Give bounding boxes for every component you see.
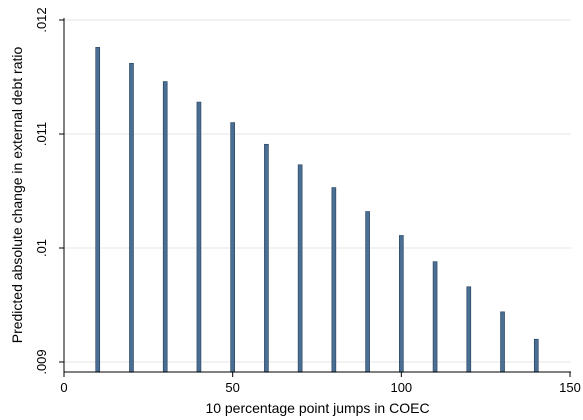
bar-140 — [533, 338, 539, 373]
y-ticks: .009 .01 .011 .012 — [34, 7, 64, 375]
bar-130 — [500, 311, 505, 373]
bar-10 — [95, 47, 101, 373]
bar-30 — [162, 81, 168, 373]
bar-70 — [297, 164, 303, 373]
y-tick-label-2: .011 — [34, 122, 49, 146]
bar-60 — [264, 143, 269, 373]
x-tick-label-0: 0 — [60, 380, 67, 395]
x-tick-label-1: 50 — [225, 380, 239, 395]
x-ticks: 0 50 100 150 — [60, 372, 581, 395]
x-tick-label-2: 100 — [390, 380, 412, 395]
bar-80 — [331, 187, 337, 373]
bars — [95, 47, 539, 373]
bar-90 — [365, 211, 370, 373]
y-axis-title: Predicted absolute change in external de… — [9, 47, 25, 344]
grid-lines — [64, 19, 571, 363]
bar-110 — [432, 261, 438, 373]
axes — [63, 18, 571, 373]
y-tick-label-0: .009 — [34, 349, 49, 374]
bar-40 — [196, 101, 202, 373]
bar-100 — [399, 235, 404, 373]
bar-20 — [129, 63, 134, 373]
x-tick-label-3: 150 — [559, 380, 581, 395]
y-tick-label-1: .01 — [34, 239, 49, 257]
bar-120 — [466, 286, 472, 373]
y-tick-label-3: .012 — [34, 7, 49, 32]
x-axis-title: 10 percentage point jumps in COEC — [205, 400, 429, 416]
bar-50 — [230, 122, 235, 373]
